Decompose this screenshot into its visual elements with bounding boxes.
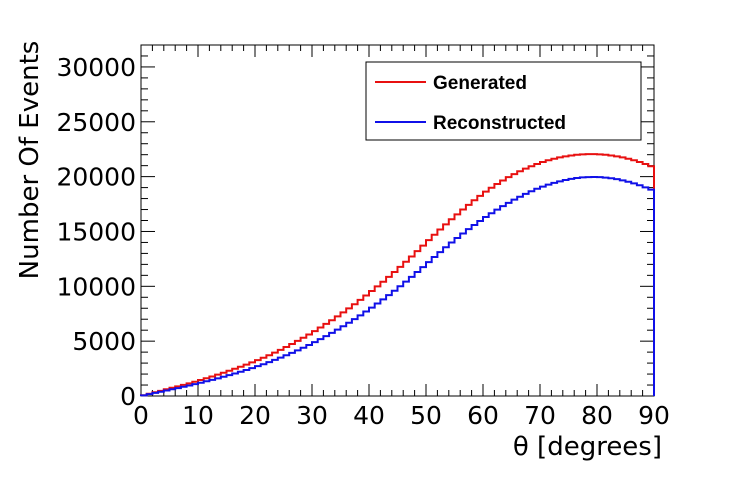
x-tick-label: 0 bbox=[133, 401, 149, 430]
y-tick-label: 30000 bbox=[56, 53, 136, 82]
legend-box bbox=[365, 61, 642, 141]
y-axis-title: Number Of Events bbox=[15, 41, 45, 280]
y-tick-label: 25000 bbox=[56, 108, 136, 137]
y-tick-label: 15000 bbox=[56, 217, 136, 246]
x-tick-label: 20 bbox=[239, 401, 271, 430]
y-tick-label: 5000 bbox=[72, 327, 136, 356]
y-tick-label: 20000 bbox=[56, 163, 136, 192]
legend: Generated Reconstructed bbox=[365, 61, 642, 141]
x-tick-label: 70 bbox=[524, 401, 556, 430]
series-reconstructed bbox=[140, 175, 655, 397]
y-tick-label: 0 bbox=[120, 382, 136, 411]
x-tick-label: 40 bbox=[353, 401, 385, 430]
axis-ticks bbox=[140, 44, 655, 397]
x-tick-label: 50 bbox=[410, 401, 442, 430]
x-tick-label: 10 bbox=[182, 401, 214, 430]
series-group bbox=[140, 153, 655, 397]
legend-label-generated: Generated bbox=[433, 73, 527, 94]
tick-labels: 0 10 20 30 40 50 60 70 80 90 0 5000 10000 15000 20000 2… bbox=[56, 53, 669, 430]
x-tick-label: 60 bbox=[467, 401, 499, 430]
series-generated bbox=[140, 153, 655, 397]
x-tick-label: 30 bbox=[296, 401, 328, 430]
x-tick-label: 80 bbox=[581, 401, 613, 430]
legend-label-reconstructed: Reconstructed bbox=[433, 113, 566, 134]
x-axis-title: θ [degrees] bbox=[513, 432, 662, 462]
x-tick-label: 90 bbox=[638, 401, 670, 430]
y-tick-label: 10000 bbox=[56, 272, 136, 301]
